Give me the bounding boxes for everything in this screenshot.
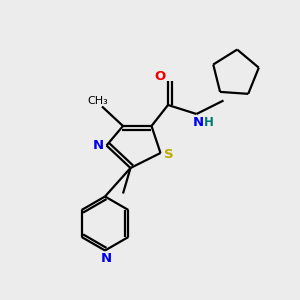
Text: N: N (192, 116, 204, 129)
Text: O: O (154, 70, 165, 83)
Text: N: N (92, 139, 104, 152)
Text: H: H (204, 116, 214, 129)
Text: N: N (101, 252, 112, 266)
Text: S: S (164, 148, 174, 161)
Text: CH₃: CH₃ (87, 96, 108, 106)
